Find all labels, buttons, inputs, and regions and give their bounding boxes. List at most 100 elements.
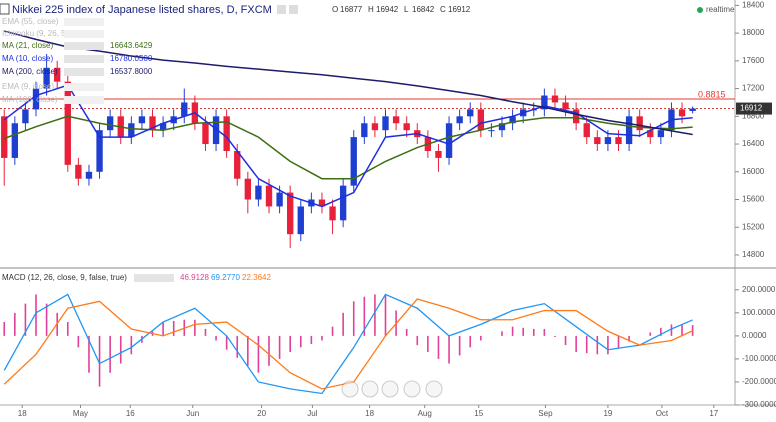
y-tick-label: 100.0000 xyxy=(742,308,776,317)
study-controls[interactable] xyxy=(64,30,104,38)
ohlc-key: O xyxy=(332,5,338,14)
study-name: EMA (55, close) xyxy=(2,17,59,26)
candle-body xyxy=(318,199,326,207)
y-tick-label: 17200 xyxy=(742,84,765,93)
candle-body xyxy=(287,192,294,235)
macd-value: 46.9128 xyxy=(180,273,209,282)
candle-body xyxy=(371,123,379,131)
study-controls[interactable] xyxy=(64,18,104,26)
x-tick-label: 18 xyxy=(365,409,374,418)
price-badge-label: 16912 xyxy=(740,104,763,113)
candle-body xyxy=(477,109,484,131)
ma-line xyxy=(4,30,693,136)
candle-body xyxy=(382,116,389,131)
candle-body xyxy=(594,137,601,145)
y-tick-label: -300.0000 xyxy=(742,400,776,409)
ohlc-value: 16842 xyxy=(412,5,435,14)
candle-body xyxy=(467,109,474,117)
candle-body xyxy=(636,116,643,131)
y-tick-label: 18400 xyxy=(742,1,765,10)
candle-body xyxy=(689,108,696,111)
candle-body xyxy=(647,130,654,138)
study-controls[interactable] xyxy=(64,96,104,104)
study-value: 16537.8000 xyxy=(110,67,153,76)
candle-body xyxy=(22,109,29,124)
ma-line xyxy=(3,84,693,208)
x-tick-label: 19 xyxy=(603,409,612,418)
candle-body xyxy=(223,116,230,151)
ohlc-value: 16877 xyxy=(340,5,363,14)
candle-body xyxy=(265,185,273,207)
x-tick-label: 17 xyxy=(709,409,718,418)
y-tick-label: 15200 xyxy=(742,222,765,231)
macd-value: 22.3642 xyxy=(242,273,271,282)
y-tick-label: -100.0000 xyxy=(742,354,776,363)
candle-body xyxy=(361,123,368,138)
candle-body xyxy=(498,123,506,131)
y-tick-label: 14800 xyxy=(742,250,765,259)
realtime-dot xyxy=(697,7,703,13)
study-value: 16643.6429 xyxy=(110,41,153,50)
study-controls[interactable] xyxy=(64,83,104,91)
realtime-label: realtime xyxy=(706,5,735,14)
ohlc-key: C xyxy=(440,5,446,14)
candle-body xyxy=(1,116,8,158)
candle-body xyxy=(149,116,156,131)
y-tick-label: 17600 xyxy=(742,56,765,65)
candle-body xyxy=(678,109,686,117)
candle-body xyxy=(445,123,453,158)
y-tick-label: 15600 xyxy=(742,195,765,204)
candle-body xyxy=(615,137,622,145)
candle-body xyxy=(456,116,463,124)
candle-body xyxy=(276,192,283,207)
study-controls[interactable] xyxy=(64,42,104,50)
candle-body xyxy=(43,67,50,89)
candle-body xyxy=(604,137,612,145)
candle-body xyxy=(244,178,252,200)
candle-body xyxy=(625,116,633,145)
candle-body xyxy=(106,116,114,131)
candle-body xyxy=(32,88,40,110)
x-tick-label: Aug xyxy=(418,409,432,418)
x-tick-label: 15 xyxy=(474,409,483,418)
x-tick-label: May xyxy=(73,409,88,418)
candle-body xyxy=(551,95,559,103)
candle-body xyxy=(403,123,410,131)
candle-body xyxy=(159,123,167,131)
study-controls[interactable] xyxy=(64,55,104,63)
level-label: 0.8815 xyxy=(698,89,726,99)
candle-body xyxy=(11,123,19,158)
study-name: MA (10, close) xyxy=(2,54,53,63)
study-controls[interactable] xyxy=(64,68,104,76)
x-tick-label: 18 xyxy=(18,409,27,418)
ohlc-key: L xyxy=(404,5,409,14)
study-name: EMA (9, close) xyxy=(2,82,54,91)
zoom-controls[interactable] xyxy=(341,380,443,398)
candle-body xyxy=(54,67,61,82)
y-tick-label: 16000 xyxy=(742,167,765,176)
candle-body xyxy=(96,130,103,172)
study-controls[interactable] xyxy=(134,274,174,282)
candle-body xyxy=(392,116,400,124)
ohlc-value: 16912 xyxy=(448,5,471,14)
y-tick-label: 200.0000 xyxy=(742,285,776,294)
x-tick-label: 16 xyxy=(126,409,135,418)
macd-title: MACD (12, 26, close, 9, false, true) xyxy=(2,273,127,282)
candle-body xyxy=(339,185,347,221)
y-tick-label: 16400 xyxy=(742,139,765,148)
candle-body xyxy=(202,123,209,145)
y-tick-label: 16800 xyxy=(742,111,765,120)
candle-body xyxy=(435,150,442,158)
study-name: MA (100, close) xyxy=(2,95,58,104)
candle-body xyxy=(350,137,357,186)
toolbar-icons[interactable] xyxy=(277,5,298,14)
ohlc-key: H xyxy=(368,5,374,14)
collapse-icon[interactable] xyxy=(0,3,10,15)
candle-body xyxy=(329,206,336,221)
candle-body xyxy=(212,116,220,145)
study-value: 16780.0500 xyxy=(110,54,153,63)
candle-body xyxy=(488,130,495,132)
candle-body xyxy=(562,102,569,110)
